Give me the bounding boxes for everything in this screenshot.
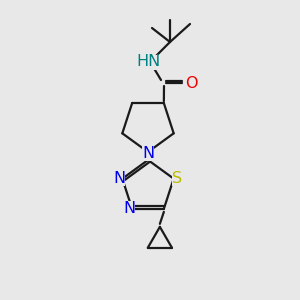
- Text: N: N: [142, 146, 154, 160]
- Text: N: N: [123, 201, 135, 216]
- Text: O: O: [185, 76, 197, 91]
- Text: S: S: [172, 171, 182, 186]
- Text: HN: HN: [136, 55, 160, 70]
- Text: N: N: [113, 171, 125, 186]
